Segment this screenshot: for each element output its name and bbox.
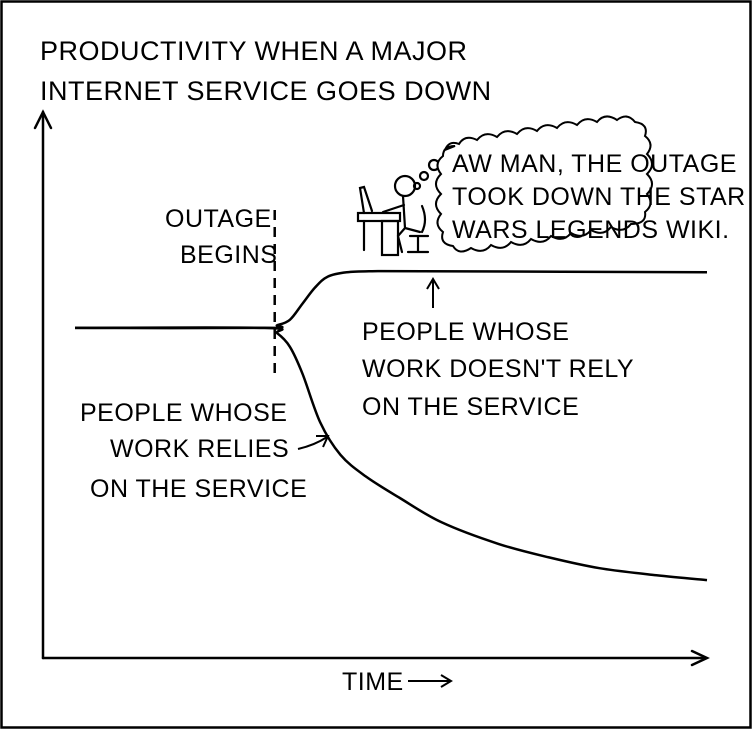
outage-label-line2: BEGINS <box>180 241 277 269</box>
series-label-affected-2: WORK RELIES <box>110 435 289 463</box>
series-line-unaffected <box>74 269 708 330</box>
series-label-unaffected-2: WORK DOESN'T RELY <box>362 355 634 383</box>
y-axis-arrow-icon <box>33 109 53 130</box>
series-line-affected <box>74 326 708 582</box>
outage-label-line1: OUTAGE <box>165 205 272 233</box>
series-label-affected-1: PEOPLE WHOSE <box>80 399 287 427</box>
pointer-arrow-right-icon <box>297 435 330 450</box>
chart-title-line2: INTERNET SERVICE GOES DOWN <box>40 76 492 106</box>
chart-title-line1: PRODUCTIVITY WHEN A MAJOR <box>40 36 468 66</box>
thought-line-3: WARS LEGENDS WIKI. <box>452 216 730 244</box>
time-arrow-icon <box>408 674 453 688</box>
x-axis-arrow-icon <box>690 649 710 667</box>
series-label-unaffected-3: ON THE SERVICE <box>362 393 579 421</box>
thought-line-2: TOOK DOWN THE STAR <box>452 183 746 211</box>
pointer-arrow-up-icon <box>426 277 440 308</box>
series-label-affected-3: ON THE SERVICE <box>90 475 307 503</box>
thought-line-1: AW MAN, THE OUTAGE <box>452 150 737 178</box>
thought-bubble <box>435 115 653 253</box>
x-axis-label: TIME <box>342 668 404 696</box>
series-label-unaffected-1: PEOPLE WHOSE <box>362 318 569 346</box>
